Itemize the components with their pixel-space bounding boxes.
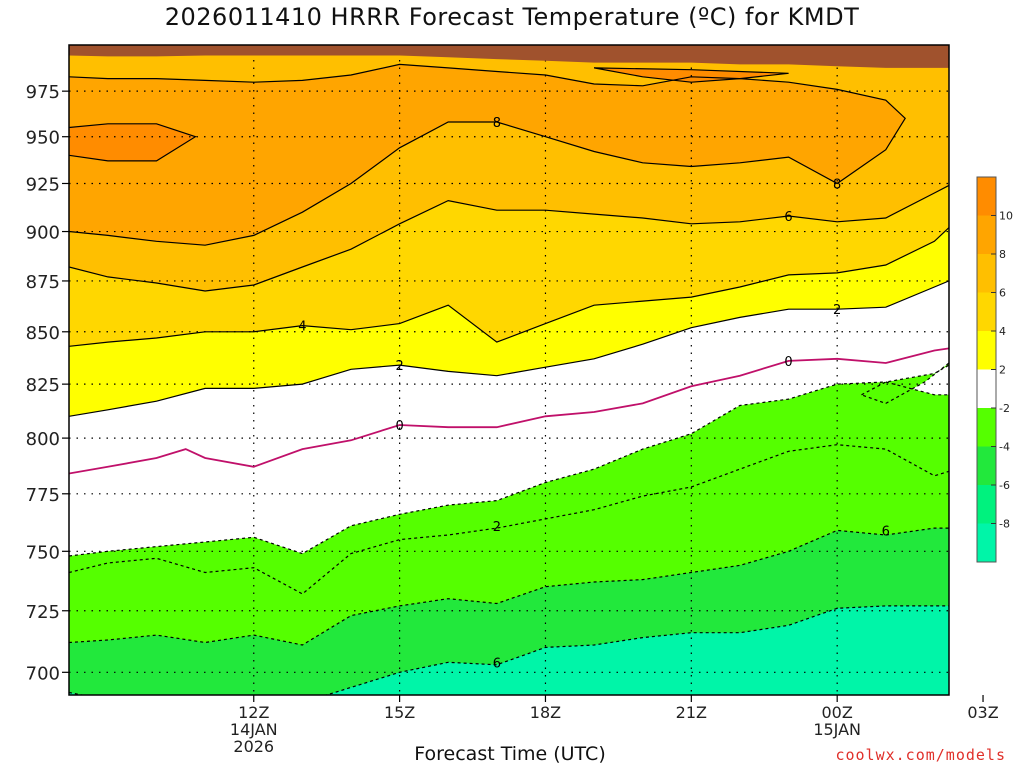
colorbar-swatch-9 <box>977 523 996 562</box>
plot-frame <box>68 44 950 696</box>
colorbar-swatch-5 <box>977 369 996 408</box>
colorbar-swatch-6 <box>977 408 996 447</box>
colorbar-swatch-7 <box>977 446 996 485</box>
contour-line-9 <box>69 63 906 246</box>
colorbar-swatch-0 <box>977 177 996 216</box>
colorbar-label-8: -8 <box>999 518 1010 531</box>
fill-pocket-warm-west <box>69 123 196 161</box>
y-tick-label-850: 850 <box>26 323 60 344</box>
fill-pocket-green <box>861 363 949 404</box>
x-tick-label-12-1: 14JAN <box>230 720 278 739</box>
colorbar: 10 8 6 4 2 -2 -4 -6 -8 <box>976 176 1013 563</box>
contour-line-2 <box>69 444 949 595</box>
contour-label-5-1: 0 <box>784 355 792 370</box>
contour-line-7 <box>69 227 949 347</box>
contour-lines <box>69 63 949 695</box>
contour-line-11 <box>593 67 789 83</box>
colorbar-swatch-4 <box>977 331 996 370</box>
x-tick-label-24-0: 00Z <box>822 703 853 722</box>
temperature-fill-bands <box>69 45 949 695</box>
x-tick-label-18-0: 18Z <box>530 703 561 722</box>
colorbar-swatch-2 <box>977 254 996 293</box>
contour-line-1 <box>69 527 949 646</box>
chart-title: 2026011410 HRRR Forecast Temperature (ºC… <box>164 3 860 31</box>
colorbar-swatch-1 <box>977 215 996 254</box>
contour-labels: 6 6 2 0 0 2 2 4 6 8 8 <box>298 116 890 671</box>
colorbar-label-2: 6 <box>999 287 1006 300</box>
y-tick-label-950: 950 <box>26 128 60 149</box>
y-tick-label-975: 975 <box>26 82 60 103</box>
site-watermark[interactable]: coolwx.com/models <box>835 746 1006 764</box>
y-axis: 700 725 750 775 800 825 850 875 900 925 950 975 <box>26 82 69 684</box>
contour-label-1-0: 6 <box>882 524 890 539</box>
contour-label-8-0: 6 <box>784 210 792 225</box>
colorbar-label-3: 4 <box>999 325 1006 338</box>
colorbar-label-7: -6 <box>999 479 1010 492</box>
colorbar-swatch-3 <box>977 292 996 331</box>
contour-line-5 <box>69 347 949 475</box>
contour-label-0-0: 6 <box>493 656 501 671</box>
x-axis-label: Forecast Time (UTC) <box>414 743 606 765</box>
x-tick-label-12-2: 2026 <box>233 737 274 756</box>
contour-label-7-0: 4 <box>298 320 306 335</box>
x-tick-label-27-0: 03Z <box>967 703 998 722</box>
fill-band-7 <box>69 64 906 246</box>
x-tick-label-24-1: 15JAN <box>813 720 861 739</box>
contour-line-3 <box>69 381 949 557</box>
contour-label-2-0: 2 <box>493 520 501 535</box>
contour-label-9-1: 8 <box>833 177 841 192</box>
colorbar-label-0: 10 <box>999 210 1013 223</box>
x-tick-label-12-0: 12Z <box>238 703 269 722</box>
colorbar-label-5: -2 <box>999 402 1010 415</box>
colorbar-swatch-8 <box>977 485 996 524</box>
x-tick-label-15-0: 15Z <box>384 703 415 722</box>
contour-line-6 <box>69 280 949 417</box>
y-tick-label-825: 825 <box>26 375 60 396</box>
contour-line-4 <box>861 362 949 405</box>
y-tick-label-925: 925 <box>26 174 60 195</box>
contour-label-6-1: 2 <box>833 303 841 318</box>
y-tick-label-750: 750 <box>26 542 60 563</box>
colorbar-label-4: 2 <box>999 364 1006 377</box>
x-tick-label-21-0: 21Z <box>676 703 707 722</box>
ground-surface <box>69 45 949 68</box>
colorbar-label-1: 8 <box>999 248 1006 261</box>
y-tick-label-875: 875 <box>26 272 60 293</box>
y-tick-label-800: 800 <box>26 429 60 450</box>
y-tick-label-775: 775 <box>26 485 60 506</box>
contour-label-5-0: 0 <box>395 419 403 434</box>
y-tick-label-700: 700 <box>26 663 60 684</box>
contour-line-8 <box>69 184 949 292</box>
y-tick-label-725: 725 <box>26 602 60 623</box>
contour-line-10 <box>69 123 197 162</box>
contour-line-0 <box>69 605 949 695</box>
colorbar-label-6: -4 <box>999 441 1010 454</box>
contour-label-9-0: 8 <box>493 116 501 131</box>
surface-fill <box>69 45 949 68</box>
y-tick-label-900: 900 <box>26 223 60 244</box>
contour-label-6-0: 2 <box>395 359 403 374</box>
